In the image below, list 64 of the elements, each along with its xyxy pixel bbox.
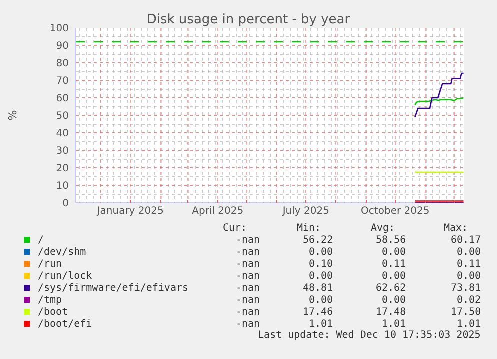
text: Max:: [444, 223, 468, 234]
text: Avg:: [371, 223, 396, 234]
y-tick-label: 100: [50, 24, 69, 34]
x-tick-label: April 2025: [192, 206, 244, 217]
text: -nan: [236, 235, 260, 246]
text: 0.02: [457, 295, 482, 306]
legend-label: /run: [38, 259, 62, 270]
text: 62.62: [376, 283, 406, 294]
y-tick-label: 40: [56, 128, 69, 140]
x-tick-label: January 2025: [96, 206, 164, 217]
text: -nan: [236, 259, 260, 270]
y-tick-label: 10: [56, 181, 69, 192]
y-axis-title: %: [6, 110, 20, 121]
legend-label: /tmp: [38, 295, 62, 306]
text: 17.46: [303, 307, 334, 318]
y-tick-label: 30: [56, 146, 69, 157]
text: 0.00: [457, 247, 482, 258]
text: 1.01: [382, 319, 406, 330]
text: 17.50: [451, 307, 482, 318]
chart-title: Disk usage in percent - by year: [146, 12, 351, 28]
text: Last update: Wed Dec 10 17:35:03 2025: [258, 330, 481, 341]
y-tick-label: 90: [56, 41, 69, 52]
text: 1.01: [309, 319, 334, 330]
text: 56.22: [303, 235, 334, 246]
line-series: [414, 97, 464, 106]
legend-label: /sys/firmware/efi/efivars: [38, 283, 189, 294]
y-tick-label: 50: [56, 111, 69, 122]
legend-label: /boot/efi: [38, 319, 92, 330]
text: -nan: [236, 295, 260, 306]
text: 1.01: [457, 319, 482, 330]
text: 0.00: [382, 247, 406, 258]
y-tick-label: 60: [56, 94, 69, 104]
text: -nan: [236, 307, 260, 318]
text: 0.11: [457, 259, 482, 270]
text: 0.10: [309, 259, 334, 270]
text: 0.00: [457, 271, 482, 282]
text: 0.11: [382, 259, 406, 270]
y-tick-label: 70: [56, 76, 69, 87]
y-tick-label: 80: [56, 58, 69, 70]
legend-label: /run/lock: [38, 271, 92, 282]
text: 0.00: [309, 295, 334, 306]
text: 73.81: [451, 283, 482, 294]
text: 60.17: [451, 235, 482, 246]
legend-label: /: [38, 235, 44, 246]
text: 0.00: [309, 247, 334, 258]
legend-label: /boot: [38, 307, 68, 318]
text: -nan: [236, 283, 260, 294]
legend-label: /dev/shm: [38, 247, 86, 258]
text: 0.00: [382, 295, 406, 306]
text: -nan: [236, 319, 260, 330]
y-tick-label: 20: [56, 164, 69, 174]
text: 58.56: [376, 235, 406, 246]
text: 0.00: [382, 271, 406, 282]
text: 17.48: [376, 307, 406, 318]
text: -nan: [236, 247, 260, 258]
text: Cur:: [223, 223, 248, 234]
text: 0.00: [309, 271, 334, 282]
line-series: [414, 72, 464, 118]
x-tick-label: July 2025: [282, 206, 330, 217]
text: Min:: [297, 223, 322, 234]
text: 48.81: [303, 283, 334, 294]
x-tick-label: October 2025: [361, 206, 430, 217]
text: -nan: [236, 271, 260, 282]
y-tick-label: 0: [62, 198, 69, 210]
